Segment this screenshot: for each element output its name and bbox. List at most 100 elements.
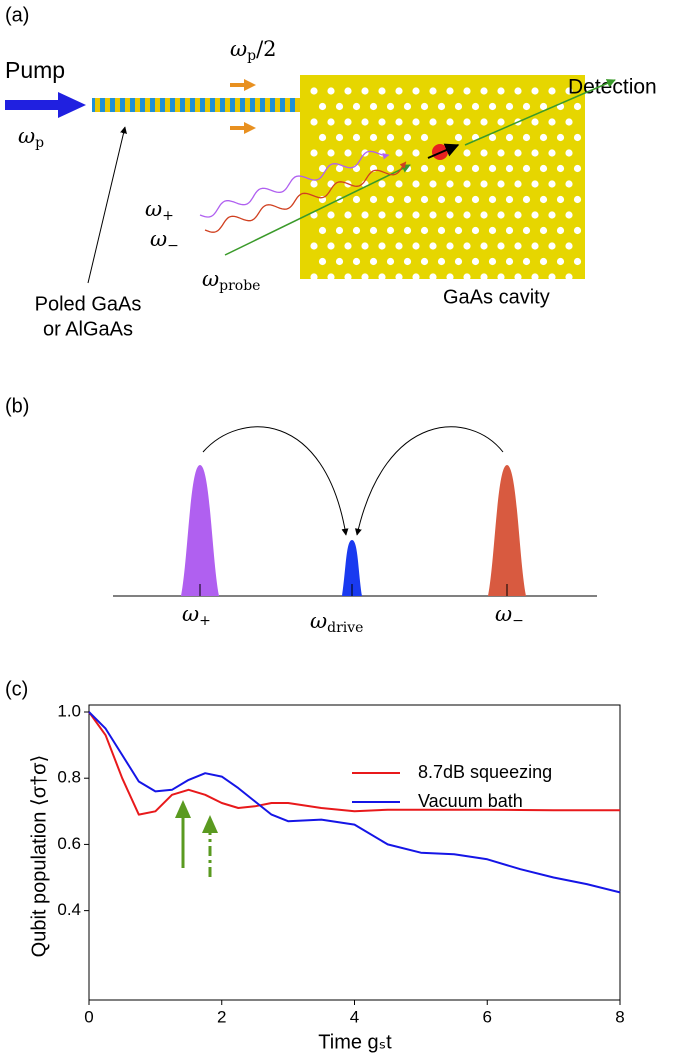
hole — [539, 102, 548, 111]
hole — [497, 273, 505, 281]
hole — [454, 102, 463, 111]
hole — [548, 211, 556, 219]
poled-label: Poled GaAs — [35, 293, 142, 315]
hole — [505, 257, 514, 266]
probe-beam — [224, 164, 411, 256]
hole — [395, 273, 403, 281]
hole — [505, 195, 514, 204]
poled-waveguide — [92, 98, 300, 112]
peak-arrows — [175, 800, 218, 877]
hole — [429, 211, 437, 219]
hole — [480, 242, 488, 250]
plus-label: ω+ — [145, 197, 174, 225]
hole — [514, 149, 522, 157]
hole — [310, 180, 318, 188]
hole — [310, 118, 318, 126]
hole — [420, 195, 429, 204]
dipole-arrow — [427, 143, 460, 159]
hole — [539, 164, 548, 173]
hole — [378, 273, 386, 281]
hole — [412, 242, 420, 250]
minus-label: ω− — [495, 602, 524, 630]
x-tick-label: 8 — [615, 1007, 624, 1026]
hole — [344, 87, 352, 95]
detection-beam — [464, 79, 616, 146]
hole — [403, 195, 412, 204]
hole — [378, 242, 386, 250]
hole — [471, 195, 480, 204]
hole — [344, 273, 352, 281]
hole — [429, 180, 437, 188]
hole — [463, 87, 471, 95]
hole — [344, 118, 352, 126]
hole — [310, 149, 318, 157]
hole — [480, 118, 488, 126]
probe-label: ωprobe — [202, 267, 260, 295]
drive-peak — [342, 540, 362, 596]
hole — [420, 226, 429, 235]
hole — [573, 195, 582, 204]
x-tick-label: 4 — [350, 1007, 359, 1026]
x-axis-label: Time gₛt — [318, 1031, 392, 1053]
poled-label: or AlGaAs — [43, 318, 133, 340]
hole — [378, 87, 386, 95]
hole — [573, 133, 582, 142]
hole — [437, 257, 446, 266]
hole — [344, 242, 352, 250]
hole — [565, 242, 573, 250]
hole — [369, 102, 378, 111]
hole — [565, 273, 573, 281]
hole — [497, 242, 505, 250]
hole — [556, 257, 565, 266]
hole — [514, 273, 522, 281]
hole — [352, 195, 361, 204]
hole — [420, 102, 429, 111]
cavity-label: GaAs cavity — [443, 286, 550, 308]
hole — [514, 211, 522, 219]
hole — [454, 164, 463, 173]
hole — [327, 242, 335, 250]
x-tick-label: 0 — [84, 1007, 93, 1026]
hole — [335, 257, 344, 266]
hole — [471, 164, 480, 173]
transfer-arrow — [202, 426, 349, 536]
hole — [361, 118, 369, 126]
hole — [497, 118, 505, 126]
hole — [539, 195, 548, 204]
hole — [420, 164, 429, 173]
hole — [471, 257, 480, 266]
y-tick-label: 0.8 — [57, 768, 81, 787]
hole — [454, 195, 463, 204]
hole — [531, 118, 539, 126]
panel-label: (a) — [5, 4, 29, 26]
x-tick-label: 6 — [483, 1007, 492, 1026]
hole — [480, 180, 488, 188]
minus-peak — [488, 465, 526, 596]
hole — [361, 242, 369, 250]
y-tick-label: 1.0 — [57, 701, 81, 720]
hole — [505, 164, 514, 173]
hole — [548, 242, 556, 250]
hole — [454, 133, 463, 142]
hole — [514, 87, 522, 95]
hole — [369, 257, 378, 266]
hole — [446, 118, 454, 126]
hole — [395, 87, 403, 95]
hole — [395, 242, 403, 250]
hole — [463, 211, 471, 219]
hole — [369, 195, 378, 204]
hole — [565, 87, 573, 95]
hole — [573, 102, 582, 111]
hole — [522, 195, 531, 204]
hole — [488, 195, 497, 204]
hole — [565, 211, 573, 219]
hole — [488, 133, 497, 142]
y-tick-label: 0.4 — [57, 900, 81, 919]
hole — [318, 133, 327, 142]
hole — [386, 226, 395, 235]
hole — [352, 133, 361, 142]
hole — [369, 226, 378, 235]
hole — [497, 180, 505, 188]
hole — [335, 164, 344, 173]
hole — [463, 118, 471, 126]
